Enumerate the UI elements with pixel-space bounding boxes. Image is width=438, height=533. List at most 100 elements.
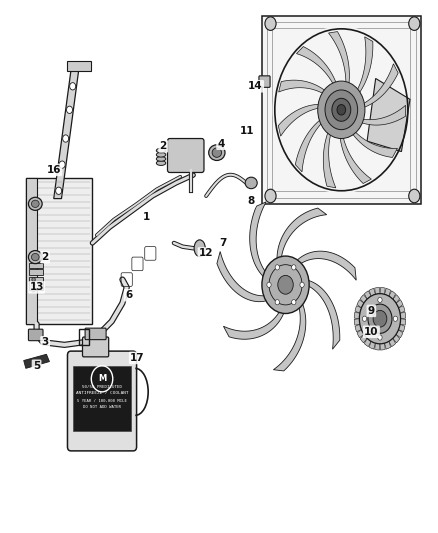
Polygon shape xyxy=(295,115,329,172)
Circle shape xyxy=(265,189,276,203)
Circle shape xyxy=(292,300,296,305)
Circle shape xyxy=(378,335,382,340)
Text: 9: 9 xyxy=(368,306,375,316)
Text: 2: 2 xyxy=(42,252,49,262)
FancyBboxPatch shape xyxy=(67,351,137,451)
Polygon shape xyxy=(389,291,396,299)
Circle shape xyxy=(373,310,387,327)
Text: 13: 13 xyxy=(29,282,44,293)
Text: 4: 4 xyxy=(217,139,225,149)
Text: 16: 16 xyxy=(46,165,61,175)
Polygon shape xyxy=(323,123,336,188)
FancyBboxPatch shape xyxy=(29,269,43,276)
Ellipse shape xyxy=(156,152,166,157)
Circle shape xyxy=(275,300,279,305)
Polygon shape xyxy=(364,291,371,299)
Polygon shape xyxy=(54,71,79,199)
Polygon shape xyxy=(360,295,367,303)
Polygon shape xyxy=(380,343,385,350)
Polygon shape xyxy=(355,324,361,332)
Circle shape xyxy=(278,276,293,294)
Circle shape xyxy=(318,81,365,139)
Polygon shape xyxy=(369,341,375,349)
Text: 8: 8 xyxy=(247,196,255,206)
Text: 12: 12 xyxy=(199,248,213,259)
Polygon shape xyxy=(279,80,332,99)
FancyBboxPatch shape xyxy=(29,263,43,268)
Circle shape xyxy=(325,90,358,130)
FancyBboxPatch shape xyxy=(28,329,43,341)
Ellipse shape xyxy=(32,254,39,261)
Polygon shape xyxy=(385,341,391,349)
Polygon shape xyxy=(375,287,380,294)
Text: 1: 1 xyxy=(142,212,150,222)
Ellipse shape xyxy=(194,240,205,256)
Polygon shape xyxy=(393,334,400,343)
Circle shape xyxy=(332,98,351,122)
Polygon shape xyxy=(347,124,397,157)
Circle shape xyxy=(32,288,35,292)
Polygon shape xyxy=(354,319,360,325)
Circle shape xyxy=(32,282,35,287)
Polygon shape xyxy=(217,252,272,302)
Circle shape xyxy=(70,83,76,90)
FancyBboxPatch shape xyxy=(85,328,106,340)
Polygon shape xyxy=(354,312,360,319)
Polygon shape xyxy=(352,37,373,101)
Ellipse shape xyxy=(156,161,166,165)
Ellipse shape xyxy=(156,157,166,161)
Polygon shape xyxy=(385,288,391,296)
Ellipse shape xyxy=(156,148,166,153)
Text: 5: 5 xyxy=(33,361,40,371)
Polygon shape xyxy=(277,208,327,266)
Polygon shape xyxy=(357,300,364,308)
Polygon shape xyxy=(360,334,367,343)
FancyBboxPatch shape xyxy=(26,177,92,324)
Polygon shape xyxy=(355,306,361,313)
Circle shape xyxy=(292,265,296,270)
Text: 3: 3 xyxy=(42,337,49,347)
Text: 6: 6 xyxy=(125,290,132,300)
FancyBboxPatch shape xyxy=(73,366,131,431)
Ellipse shape xyxy=(28,197,42,211)
Text: DO NOT ADD WATER: DO NOT ADD WATER xyxy=(83,405,121,409)
Polygon shape xyxy=(367,78,410,151)
Polygon shape xyxy=(400,312,406,319)
Polygon shape xyxy=(328,31,350,94)
Polygon shape xyxy=(364,338,371,346)
Ellipse shape xyxy=(212,148,222,157)
Polygon shape xyxy=(375,343,380,350)
Text: 10: 10 xyxy=(364,327,378,337)
Ellipse shape xyxy=(245,177,257,189)
Text: 5 YEAR / 100,000 MILE: 5 YEAR / 100,000 MILE xyxy=(77,399,127,403)
Text: 17: 17 xyxy=(130,353,145,363)
Ellipse shape xyxy=(32,200,39,207)
Polygon shape xyxy=(357,329,364,338)
Circle shape xyxy=(393,316,398,321)
FancyBboxPatch shape xyxy=(82,337,109,357)
Circle shape xyxy=(337,104,346,115)
Polygon shape xyxy=(353,106,406,125)
Circle shape xyxy=(32,278,35,281)
Circle shape xyxy=(368,304,392,333)
Circle shape xyxy=(67,106,73,114)
Polygon shape xyxy=(278,104,328,136)
Polygon shape xyxy=(389,338,396,346)
Polygon shape xyxy=(380,287,385,294)
Polygon shape xyxy=(302,279,340,349)
Polygon shape xyxy=(223,305,286,339)
Circle shape xyxy=(265,17,276,30)
FancyBboxPatch shape xyxy=(26,177,37,324)
Polygon shape xyxy=(369,288,375,296)
Polygon shape xyxy=(297,46,339,94)
Text: ANTIFREEZE / COOLANT: ANTIFREEZE / COOLANT xyxy=(76,391,128,395)
Ellipse shape xyxy=(208,145,225,160)
Circle shape xyxy=(262,256,309,313)
Polygon shape xyxy=(396,300,403,308)
Text: 7: 7 xyxy=(219,238,227,248)
Polygon shape xyxy=(399,306,405,313)
FancyBboxPatch shape xyxy=(259,76,270,87)
Circle shape xyxy=(267,282,271,287)
Polygon shape xyxy=(355,64,398,110)
Polygon shape xyxy=(393,295,400,303)
